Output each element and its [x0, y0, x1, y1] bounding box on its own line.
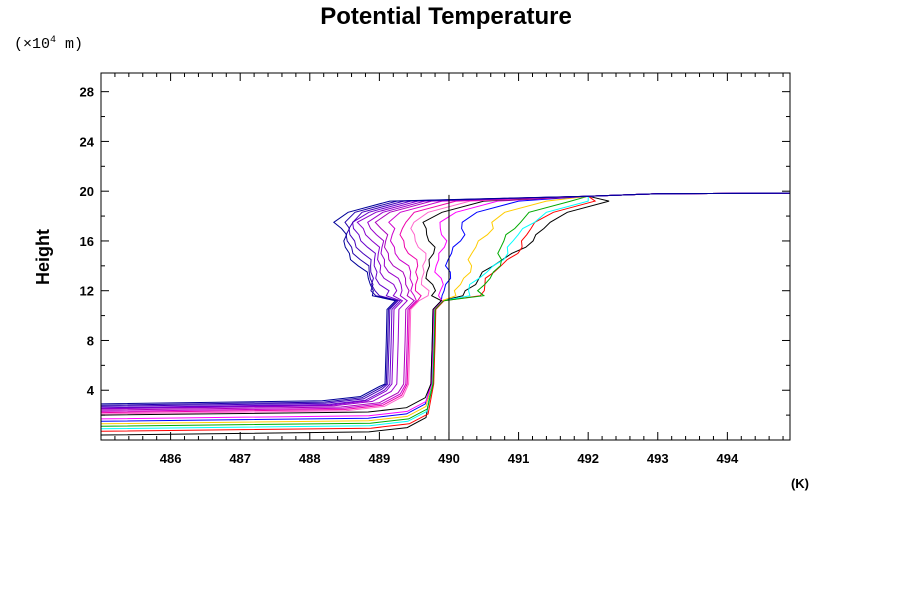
x-tick-label: 486 — [160, 451, 182, 466]
series-line — [100, 192, 791, 436]
y-unit-prefix: (×10 — [14, 36, 50, 53]
series-line — [100, 192, 791, 427]
series-line — [100, 192, 791, 409]
x-tick-label: 494 — [717, 451, 739, 466]
y-tick-label: 12 — [80, 284, 94, 299]
series-line — [100, 192, 791, 406]
x-tick-label: 491 — [508, 451, 530, 466]
axes-layer: 486 487 488 489 490 491 492 493 494 4 8 12 16 20 24 28 — [80, 73, 790, 466]
series-line — [100, 192, 791, 407]
series-line — [100, 192, 791, 416]
y-tick-label: 4 — [87, 383, 95, 398]
x-tick-label: 487 — [229, 451, 251, 466]
x-tick-label: 493 — [647, 451, 669, 466]
x-tick-label: 492 — [577, 451, 599, 466]
y-tick-label: 20 — [80, 184, 94, 199]
y-axis-label: Height — [33, 229, 53, 285]
plot-frame — [100, 72, 791, 441]
series-line — [100, 192, 791, 405]
series-line — [100, 192, 791, 425]
y-tick-label: 16 — [80, 234, 94, 249]
series-line — [100, 192, 791, 414]
series-line — [100, 192, 791, 410]
x-axis-unit-label: (K) — [791, 476, 809, 491]
x-tick-label: 490 — [438, 451, 460, 466]
y-tick-label: 8 — [87, 333, 94, 348]
series-line — [100, 192, 791, 415]
y-unit-label: (×104 m) — [14, 35, 83, 53]
series-line — [100, 192, 791, 422]
y-unit-suffix: m) — [56, 36, 83, 53]
chart-title: Potential Temperature — [320, 3, 572, 30]
y-tick-label: 28 — [80, 85, 94, 100]
series-line — [100, 192, 791, 412]
y-unit-exponent: 4 — [50, 35, 56, 46]
x-tick-label: 488 — [299, 451, 321, 466]
series-line — [100, 192, 791, 432]
series-line — [100, 192, 791, 409]
series-line — [100, 192, 791, 430]
series-line — [100, 192, 791, 411]
series-line — [100, 192, 791, 420]
x-tick-label: 489 — [369, 451, 391, 466]
y-tick-label: 24 — [80, 134, 95, 149]
series-layer — [100, 192, 791, 440]
